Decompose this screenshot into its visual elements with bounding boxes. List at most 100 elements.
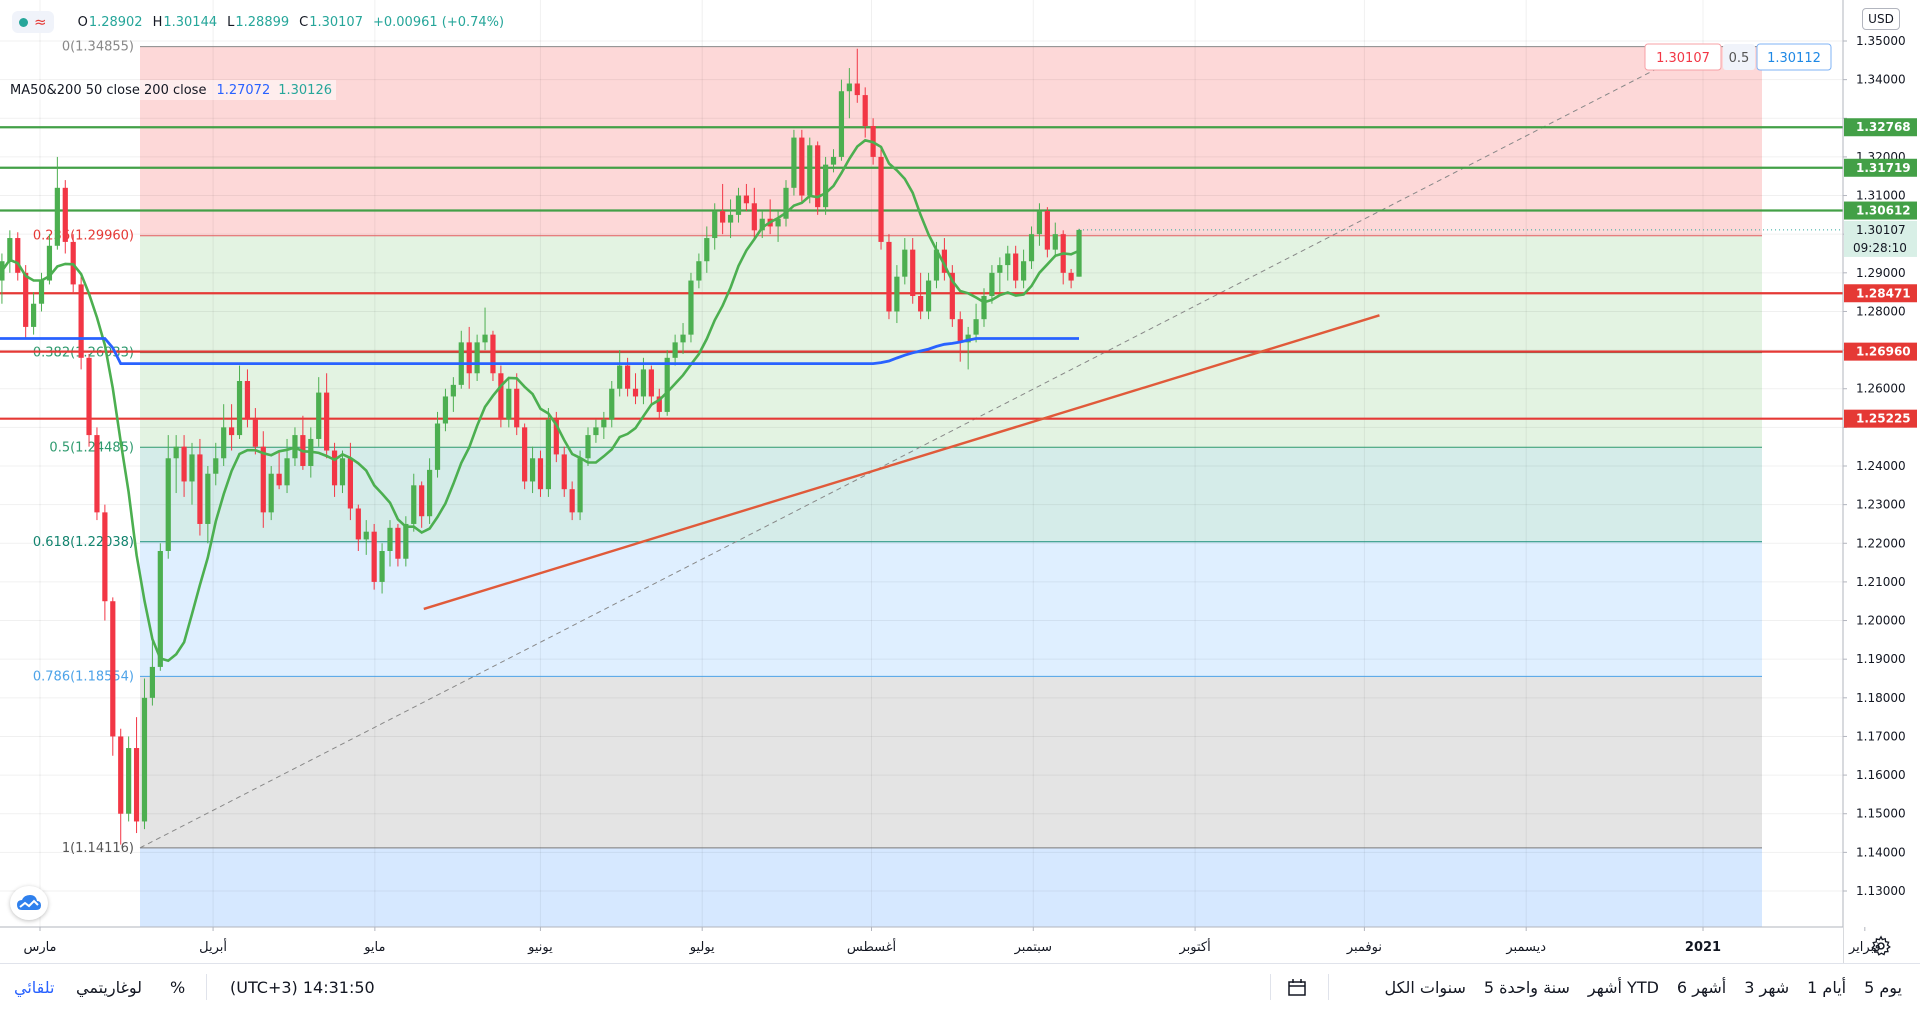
candle-body	[434, 423, 441, 470]
range-3m[interactable]: شهر 3	[1744, 977, 1790, 997]
candle-body	[886, 241, 892, 312]
close-value: 1.30107	[309, 14, 363, 30]
go-to-date-icon[interactable]	[1286, 977, 1308, 997]
time-tick-label: أغسطس	[847, 938, 896, 955]
candle-body	[506, 388, 512, 420]
currency-button[interactable]: USD	[1862, 8, 1900, 30]
trendline-segment[interactable]	[423, 314, 1380, 611]
range-ytd[interactable]: أشهر YTD	[1587, 977, 1659, 997]
candle-body	[260, 446, 266, 513]
candle-body	[1044, 211, 1050, 250]
time-axis[interactable]: مارس أبريل مايو يونيو يوليو أغسطس سبتمبر أكتوبر…	[0, 926, 1881, 963]
indicator-legend[interactable]: MA50&200 50 close 200 close 1.27072 1.30…	[6, 80, 336, 100]
fibonacci-zones	[140, 46, 1762, 927]
candle-body	[672, 342, 678, 358]
fib-level-label: 1(1.14116)	[62, 841, 134, 856]
range-5d[interactable]: يوم 5	[1864, 977, 1902, 997]
candle-body	[149, 666, 155, 698]
candle-body	[561, 454, 567, 490]
candle-body	[553, 419, 559, 455]
candle-body	[617, 365, 623, 389]
candle-body	[965, 334, 971, 343]
candle-body	[173, 446, 179, 459]
ohlc-legend: ≈ O 1.28902 H 1.30144 L 1.28899 C 1.30107 +0…	[12, 10, 504, 34]
candle-body	[593, 427, 599, 436]
timezone-clock[interactable]: (UTC+3) 14:31:50	[230, 977, 375, 997]
price-tick-label: 1.15000	[1856, 807, 1906, 821]
candle-body	[783, 187, 789, 219]
time-axis-bg	[0, 927, 1843, 963]
logo-button[interactable]	[10, 886, 48, 920]
fib-level-label: 0(1.34855)	[62, 40, 134, 55]
log-toggle[interactable]: لوغاريتمي	[76, 977, 142, 997]
price-chart[interactable]: 0(1.34855)0.236(1.29960)0.382(1.26933)0.…	[0, 0, 1920, 963]
candle-body	[846, 83, 852, 92]
low-label: L	[227, 14, 235, 30]
candle-body	[498, 373, 504, 420]
time-tick-label: نوفمبر	[1346, 940, 1382, 955]
symbol-status[interactable]: ≈	[12, 11, 54, 33]
candle-body	[244, 381, 251, 420]
candle-body	[78, 284, 84, 358]
fib-diagonal	[139, 46, 1701, 849]
gear-icon[interactable]	[1870, 935, 1892, 957]
trendline[interactable]	[423, 314, 1380, 611]
candle-body	[727, 214, 734, 223]
candle-body	[537, 458, 544, 490]
candle-body	[838, 91, 845, 157]
candle-body	[735, 195, 742, 215]
level-price-tag-text: 1.25225	[1856, 412, 1911, 426]
level-price-tag	[1844, 409, 1917, 428]
candle-body	[205, 473, 211, 524]
price-tick-label: 1.21000	[1856, 575, 1906, 589]
range-all[interactable]: سنوات الكل	[1384, 977, 1466, 997]
price-tick-label: 1.34000	[1856, 73, 1906, 87]
candle-body	[609, 388, 615, 420]
price-tick-label: 1.23000	[1856, 498, 1906, 512]
price-axis[interactable]: 1.350001.340001.320001.310001.290001.280…	[1842, 0, 1920, 963]
support-resistance-lines[interactable]	[0, 126, 1843, 420]
close-label: C	[299, 14, 309, 30]
candle-body	[625, 365, 631, 389]
candle-body	[23, 272, 29, 327]
time-tick-label: أبريل	[199, 938, 227, 955]
candle-body	[355, 508, 361, 540]
candle-body	[1036, 211, 1043, 235]
ma50-value: 1.27072	[216, 82, 271, 98]
candle-body	[276, 473, 282, 486]
candle-body	[221, 427, 227, 459]
candle-body	[15, 238, 21, 273]
candle-body	[949, 272, 955, 320]
candle-body	[7, 238, 13, 262]
candle-body	[197, 454, 203, 524]
candle-body	[213, 458, 219, 474]
indicator-label: MA50&200 50 close 200 close	[10, 82, 207, 98]
fib-zone	[140, 676, 1762, 848]
candle-body	[395, 527, 401, 559]
range-1y-5y[interactable]: سنة واحدة 5	[1483, 977, 1570, 997]
time-tick-label: يونيو	[527, 940, 553, 955]
candle-body	[403, 523, 409, 559]
price-tick-label: 1.16000	[1856, 768, 1906, 782]
candle-body	[157, 551, 163, 667]
price-tick-label: 1.28000	[1856, 304, 1906, 318]
candle-body	[545, 419, 551, 490]
level-price-tag-text: 1.26960	[1856, 345, 1911, 359]
percent-toggle[interactable]: %	[170, 977, 186, 997]
range-6m[interactable]: أشهر 6	[1676, 977, 1727, 997]
candle-body	[46, 245, 53, 281]
auto-scale-toggle[interactable]: تلقائي	[14, 977, 55, 997]
price-tick-label: 1.35000	[1856, 34, 1906, 48]
candle-body	[830, 156, 837, 165]
candle-body	[482, 334, 488, 343]
candle-body	[664, 357, 670, 412]
level-price-tag-text: 1.31719	[1856, 161, 1911, 175]
candle-body	[997, 265, 1003, 273]
level-price-tag	[1844, 284, 1917, 303]
candle-body	[1068, 272, 1074, 281]
candle-body	[141, 697, 148, 822]
fib-level-label: 0.618(1.22038)	[33, 535, 134, 550]
range-1m[interactable]: أيام 1	[1807, 977, 1847, 997]
candle-body	[229, 427, 235, 436]
candle-body	[894, 276, 900, 312]
